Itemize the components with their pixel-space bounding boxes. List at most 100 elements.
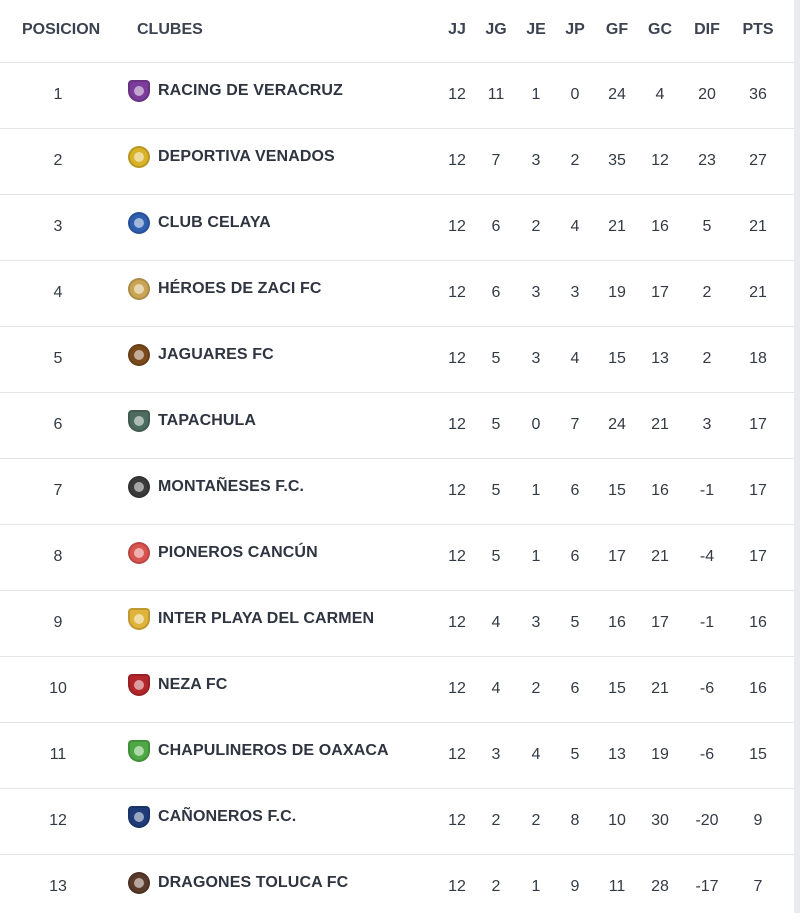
header-posicion: POSICION — [22, 21, 101, 38]
header-jg: JG — [485, 21, 507, 38]
club-name[interactable]: JAGUARES FC — [158, 346, 274, 363]
celaya-crest-icon — [128, 212, 150, 234]
club-cell[interactable]: PIONEROS CANCÚN — [128, 542, 318, 564]
dragones-crest-icon — [128, 872, 150, 894]
table-row[interactable]: 3 CLUB CELAYA 12 6 2 4 21 16 5 21 — [0, 195, 800, 261]
club-cell[interactable]: HÉROES DE ZACI FC — [128, 278, 322, 300]
jj-cell: 12 — [448, 416, 466, 433]
gf-cell: 15 — [608, 350, 626, 367]
position-cell: 12 — [49, 812, 67, 829]
club-cell[interactable]: TAPACHULA — [128, 410, 256, 432]
club-cell[interactable]: DEPORTIVA VENADOS — [128, 146, 335, 168]
jg-cell: 2 — [491, 878, 501, 895]
header-gf: GF — [605, 21, 629, 38]
table-row[interactable]: 11 CHAPULINEROS DE OAXACA 12 3 4 5 13 19 -6 15 — [0, 723, 800, 789]
je-cell: 3 — [531, 614, 541, 631]
club-cell[interactable]: CAÑONEROS F.C. — [128, 806, 296, 828]
table-row[interactable]: 6 TAPACHULA 12 5 0 7 24 21 3 17 — [0, 393, 800, 459]
club-name[interactable]: RACING DE VERACRUZ — [158, 82, 343, 99]
club-name[interactable]: CHAPULINEROS DE OAXACA — [158, 742, 389, 759]
table-body: 1 RACING DE VERACRUZ 12 11 1 0 2 4 4 2 0 3 6 2 DEPORTI… — [0, 63, 800, 920]
table-row[interactable]: 12 CAÑONEROS F.C. 12 2 2 8 10 30 -20 9 — [0, 789, 800, 855]
je-cell: 3 — [531, 152, 541, 169]
jj-cell: 12 — [448, 284, 466, 301]
header-dif: DIF — [694, 21, 720, 38]
jp-cell: 6 — [570, 482, 580, 499]
gf-cell: 11 — [608, 878, 626, 895]
club-name[interactable]: CLUB CELAYA — [158, 214, 271, 231]
jg-cell: 6 — [491, 218, 501, 235]
position-cell: 4 — [53, 284, 63, 301]
gc-cell: 17 — [651, 284, 669, 301]
gc-cell: 21 — [651, 416, 669, 433]
club-name[interactable]: CAÑONEROS F.C. — [158, 808, 297, 825]
table-row[interactable]: 9 INTER PLAYA DEL CARMEN 12 4 3 5 16 17 -1 16 — [0, 591, 800, 657]
table-row[interactable]: 7 MONTAÑESES F.C. 12 5 1 6 15 16 -1 17 — [0, 459, 800, 525]
tapachula-crest-icon — [128, 410, 150, 432]
club-name[interactable]: MONTAÑESES F.C. — [158, 478, 305, 495]
club-name[interactable]: DEPORTIVA VENADOS — [158, 148, 335, 165]
table-row[interactable]: 10 NEZA FC 12 4 2 6 15 21 -6 16 — [0, 657, 800, 723]
jp-cell: 9 — [570, 878, 580, 895]
club-cell[interactable]: JAGUARES FC — [128, 344, 274, 366]
position-cell: 1 — [53, 86, 63, 103]
pts-cell: 21 — [749, 284, 767, 301]
jg-cell: 6 — [491, 284, 501, 301]
table-row[interactable]: 5 JAGUARES FC 12 5 3 4 15 13 2 18 — [0, 327, 800, 393]
club-cell[interactable]: CHAPULINEROS DE OAXACA — [128, 740, 389, 762]
club-cell[interactable]: DRAGONES TOLUCA FC — [128, 872, 348, 894]
je-cell: 0 — [531, 416, 541, 433]
jg-cell: 5 — [491, 350, 501, 367]
scrollbar-track[interactable] — [794, 0, 800, 913]
pts-cell: 17 — [749, 482, 767, 499]
position-cell: 5 — [53, 350, 63, 367]
jj-cell: 12 — [448, 350, 466, 367]
club-name[interactable]: DRAGONES TOLUCA FC — [158, 874, 349, 891]
club-cell[interactable]: RACING DE VERACRUZ — [128, 80, 343, 102]
jj-cell: 12 — [448, 86, 466, 103]
jp-cell: 5 — [570, 746, 580, 763]
club-name[interactable]: INTER PLAYA DEL CARMEN — [158, 610, 375, 627]
header-je: JE — [526, 21, 546, 38]
jaguar-crest-icon — [128, 344, 150, 366]
jg-cell: 3 — [491, 746, 501, 763]
club-cell[interactable]: NEZA FC — [128, 674, 227, 696]
je-cell: 2 — [531, 812, 541, 829]
gf-cell: 16 — [608, 614, 626, 631]
club-name[interactable]: PIONEROS CANCÚN — [158, 544, 318, 561]
gc-cell: 16 — [651, 482, 669, 499]
je-cell: 3 — [531, 284, 541, 301]
position-cell: 6 — [53, 416, 63, 433]
jg-cell: 5 — [491, 416, 501, 433]
club-cell[interactable]: MONTAÑESES F.C. — [128, 476, 304, 498]
jp-cell: 5 — [570, 614, 580, 631]
position-cell: 13 — [49, 878, 67, 895]
jj-cell: 12 — [448, 746, 466, 763]
table-row[interactable]: 8 PIONEROS CANCÚN 12 5 1 6 17 21 -4 17 — [0, 525, 800, 591]
pts-cell: 16 — [749, 680, 767, 697]
position-cell: 10 — [49, 680, 67, 697]
jg-cell: 4 — [491, 614, 501, 631]
dif-cell: -6 — [699, 680, 715, 697]
club-name[interactable]: TAPACHULA — [158, 412, 257, 429]
table-row[interactable]: 2 DEPORTIVA VENADOS 12 7 3 2 35 12 23 27 — [0, 129, 800, 195]
jp-cell: 6 — [570, 680, 580, 697]
racing-veracruz-crest-icon — [128, 80, 150, 102]
club-name[interactable]: NEZA FC — [158, 676, 228, 693]
position-cell: 11 — [49, 746, 67, 763]
table-row[interactable]: 4 HÉROES DE ZACI FC 12 6 3 3 19 17 2 21 — [0, 261, 800, 327]
table-row[interactable]: 1 RACING DE VERACRUZ 12 11 1 0 24 4 20 36 — [0, 63, 800, 129]
dif-cell: -1 — [699, 482, 715, 499]
club-name[interactable]: HÉROES DE ZACI FC — [158, 280, 322, 297]
header-clubes: CLUBES — [137, 21, 203, 38]
table-row[interactable]: 13 DRAGONES TOLUCA FC 12 2 1 9 11 28 -17 7 — [0, 855, 800, 920]
je-cell: 3 — [531, 350, 541, 367]
je-cell: 1 — [531, 878, 541, 895]
dif-cell: -17 — [695, 878, 719, 895]
club-cell[interactable]: INTER PLAYA DEL CARMEN — [128, 608, 374, 630]
gc-cell: 21 — [651, 680, 669, 697]
jp-cell: 7 — [570, 416, 580, 433]
club-cell[interactable]: CLUB CELAYA — [128, 212, 271, 234]
gf-cell: 15 — [608, 680, 626, 697]
